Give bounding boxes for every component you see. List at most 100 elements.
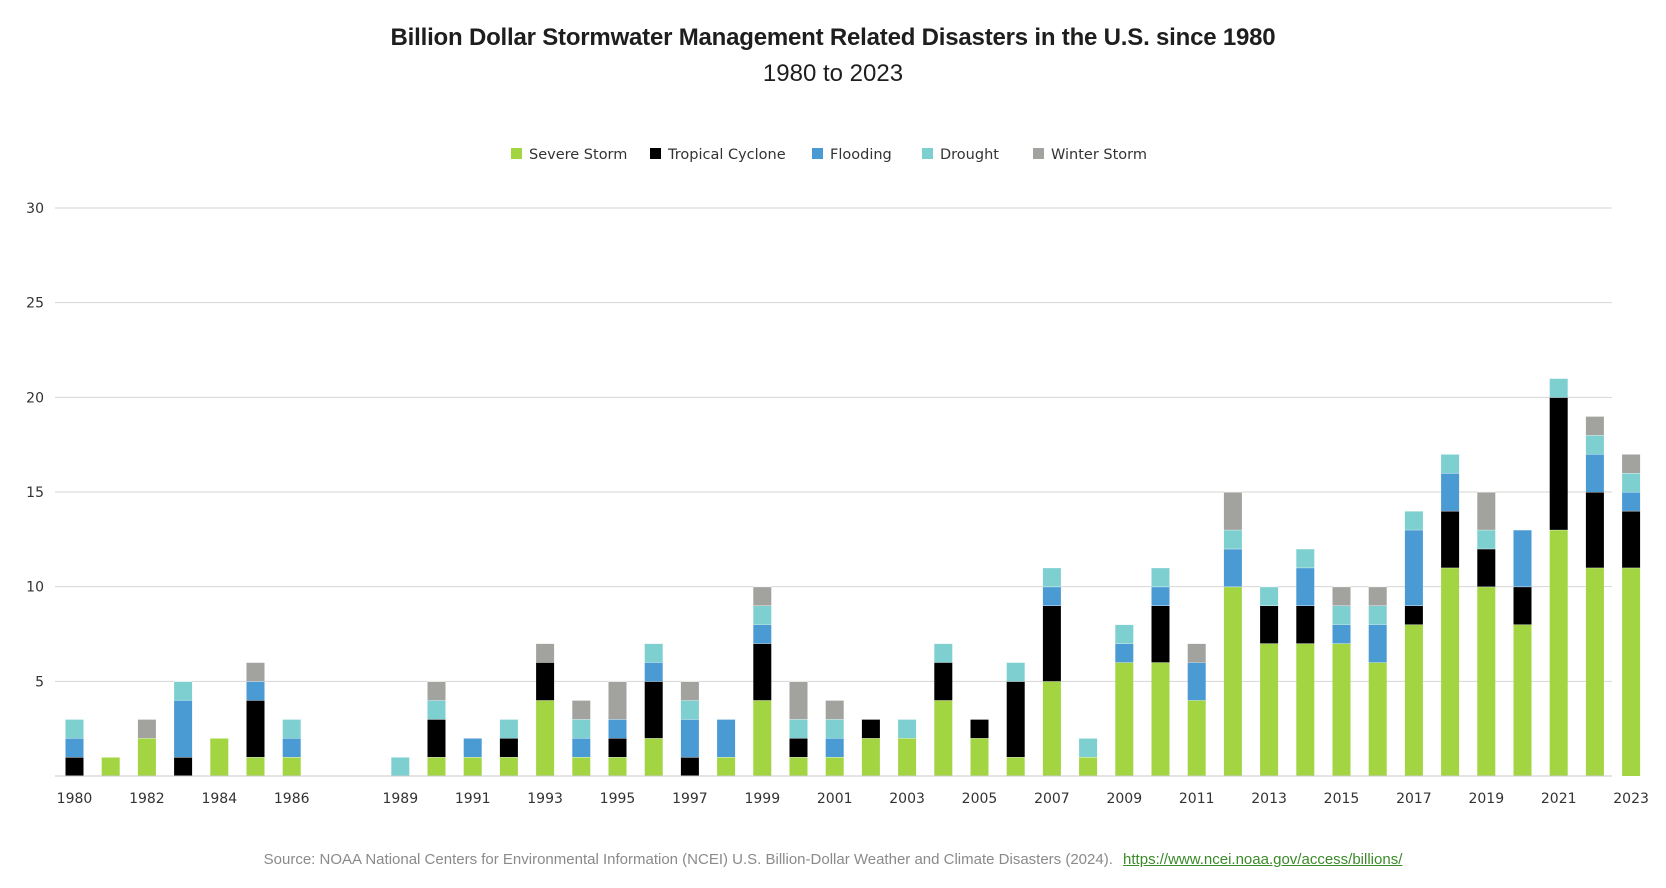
bar-segment-severe-storm-2018 [1441,567,1460,776]
bar-segment-tropical-cyclone-1997 [680,757,699,776]
bar-segment-flooding-2014 [1296,567,1315,606]
x-tick-label: 2003 [889,791,925,807]
source-link[interactable]: https://www.ncei.noaa.gov/access/billion… [1123,851,1403,868]
y-tick-label: 15 [26,485,44,501]
bar-segment-winter-storm-2016 [1368,586,1387,606]
chart-title: Billion Dollar Stormwater Management Rel… [390,24,1276,51]
bar-segment-tropical-cyclone-2018 [1441,510,1460,568]
x-tick-label: 2017 [1396,791,1432,807]
bar-segment-flooding-1991 [463,738,482,758]
bar-segment-tropical-cyclone-2006 [1006,681,1025,758]
bar-segment-flooding-2016 [1368,624,1387,663]
bar-segment-drought-2012 [1223,529,1242,549]
bar-segment-severe-storm-2010 [1151,662,1170,776]
x-tick-label: 2005 [962,791,998,807]
bar-segment-drought-2017 [1404,510,1423,530]
bar-segment-drought-2021 [1549,378,1568,398]
bar-segment-severe-storm-2020 [1513,624,1532,776]
bar-segment-tropical-cyclone-2021 [1549,397,1568,530]
bar-segment-drought-2019 [1477,529,1496,549]
x-tick-label: 2021 [1541,791,1577,807]
bar-segment-severe-storm-1993 [536,700,555,776]
legend-label: Drought [940,147,999,163]
legend: Severe Storm Tropical Cyclone Flooding Drou… [511,147,1147,163]
bar-segment-winter-storm-2022 [1585,416,1604,436]
x-tick-label: 1980 [57,791,93,807]
bar-segment-flooding-2023 [1622,492,1641,511]
bar-segment-tropical-cyclone-2004 [934,662,953,701]
legend-swatch [650,148,661,159]
bar-segment-tropical-cyclone-1995 [608,738,627,758]
bar-segment-tropical-cyclone-1983 [174,757,193,776]
bar-segment-winter-storm-2000 [789,681,808,720]
legend-label: Flooding [830,147,892,163]
legend-label: Winter Storm [1051,147,1147,163]
bar-segment-flooding-2009 [1115,643,1134,663]
x-tick-label: 2013 [1251,791,1287,807]
bar-segment-drought-1986 [282,719,301,739]
x-tick-label: 2023 [1613,791,1649,807]
bar-segment-severe-storm-2009 [1115,662,1134,776]
chart-subtitle: 1980 to 2023 [762,60,904,87]
x-tick-label: 1989 [382,791,418,807]
bar-segment-drought-2023 [1622,473,1641,492]
bar-segment-severe-storm-2016 [1368,662,1387,776]
y-tick-label: 30 [26,201,44,217]
bar-segment-tropical-cyclone-2007 [1042,605,1061,682]
bar-segment-severe-storm-1982 [137,738,156,776]
legend-item-severe-storm[interactable]: Severe Storm [511,147,627,163]
bar-segment-tropical-cyclone-2000 [789,738,808,758]
bar-segment-severe-storm-2014 [1296,643,1315,776]
bar-segment-drought-2016 [1368,605,1387,625]
bar-segment-drought-1989 [391,757,410,776]
bar-segment-flooding-2015 [1332,624,1351,644]
bar-segment-severe-storm-2004 [934,700,953,776]
legend-label: Tropical Cyclone [667,147,786,163]
bar-segment-winter-storm-1997 [680,681,699,701]
legend-swatch [812,148,823,159]
legend-item-winter-storm[interactable]: Winter Storm [1033,147,1147,163]
legend-item-drought[interactable]: Drought [922,147,999,163]
bar-segment-severe-storm-1991 [463,757,482,776]
bar-segment-tropical-cyclone-2017 [1404,605,1423,625]
bar-segment-severe-storm-1985 [246,757,265,776]
bar-segment-winter-storm-2019 [1477,492,1496,530]
bar-segment-drought-2001 [825,719,844,739]
bar-segment-drought-1996 [644,643,663,663]
bar-segment-severe-storm-1981 [101,757,120,776]
bar-segment-flooding-1998 [717,719,736,758]
legend-label: Severe Storm [529,147,627,163]
bar-segment-drought-2008 [1079,738,1098,758]
legend-item-flooding[interactable]: Flooding [812,147,892,163]
bar-segment-winter-storm-1982 [137,719,156,739]
bar-segment-tropical-cyclone-1996 [644,681,663,739]
x-tick-label: 1995 [600,791,636,807]
y-tick-label: 25 [26,296,44,312]
bar-segment-flooding-1985 [246,681,265,701]
bar-segment-drought-2004 [934,643,953,663]
bar-segment-tropical-cyclone-1992 [499,738,518,758]
bar-segment-severe-storm-2012 [1223,586,1242,776]
x-tick-label: 2001 [817,791,853,807]
x-tick-label: 2011 [1179,791,1215,807]
legend-item-tropical-cyclone[interactable]: Tropical Cyclone [650,147,786,163]
bar-segment-tropical-cyclone-1990 [427,719,446,758]
bar-segment-severe-storm-2006 [1006,757,1025,776]
bar-segment-severe-storm-2013 [1260,643,1279,776]
bar-segment-tropical-cyclone-2020 [1513,586,1532,625]
bar-segment-tropical-cyclone-1980 [65,757,84,776]
source-text: Source: NOAA National Centers for Enviro… [263,851,1113,868]
x-tick-label: 1999 [744,791,780,807]
bar-segment-drought-1990 [427,700,446,720]
bar-segment-drought-2000 [789,719,808,739]
bar-segment-severe-storm-1996 [644,738,663,776]
bar-segment-severe-storm-2007 [1042,681,1061,776]
bar-segment-drought-2022 [1585,435,1604,455]
bar-segment-tropical-cyclone-1985 [246,700,265,758]
bar-segment-drought-1999 [753,605,772,625]
bar-segment-drought-2007 [1042,567,1061,587]
bar-segment-flooding-2022 [1585,454,1604,492]
bar-segment-drought-2009 [1115,624,1134,644]
bar-segment-flooding-2001 [825,738,844,758]
